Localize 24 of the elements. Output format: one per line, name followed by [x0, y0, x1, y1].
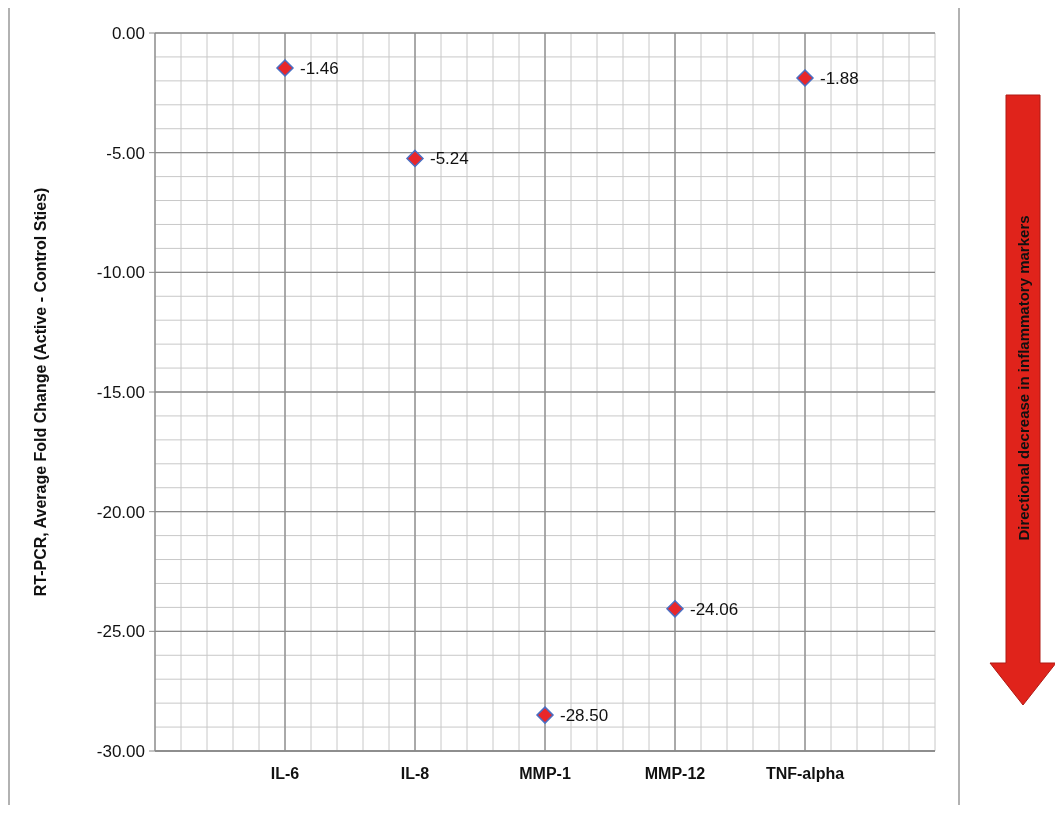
data-label: -1.88: [820, 68, 859, 88]
point: [536, 706, 554, 724]
x-tick-label: MMP-1: [519, 765, 571, 782]
y-tick-label: 0.00: [111, 23, 145, 43]
y-tick-label: -20.00: [96, 502, 145, 522]
point: [406, 149, 424, 168]
point: [796, 69, 814, 87]
x-tick-label: TNF-alpha: [765, 765, 845, 782]
data-label: -1.46: [300, 58, 339, 78]
point: [666, 600, 684, 618]
y-tick-label: -25.00: [96, 622, 145, 642]
x-tick-label: MMP-12: [644, 765, 706, 782]
y-tick-label: -30.00: [96, 741, 145, 761]
x-tick-label: IL-6: [270, 765, 300, 782]
y-tick-label: -5.00: [106, 143, 145, 163]
x-tick-label: IL-8: [400, 765, 430, 782]
y-tick-label: -15.00: [96, 382, 145, 402]
y-tick-label: -10.00: [96, 263, 145, 283]
data-label: -5.24: [430, 149, 469, 169]
data-label: -24.06: [690, 599, 739, 619]
point: [276, 59, 294, 77]
text: Directional decrease in inflammatory markers: [1015, 215, 1032, 541]
data-label: -28.50: [560, 706, 609, 726]
y-axis-title: RT-PCR, Average Fold Change (Active - Control Sties): [32, 187, 49, 597]
